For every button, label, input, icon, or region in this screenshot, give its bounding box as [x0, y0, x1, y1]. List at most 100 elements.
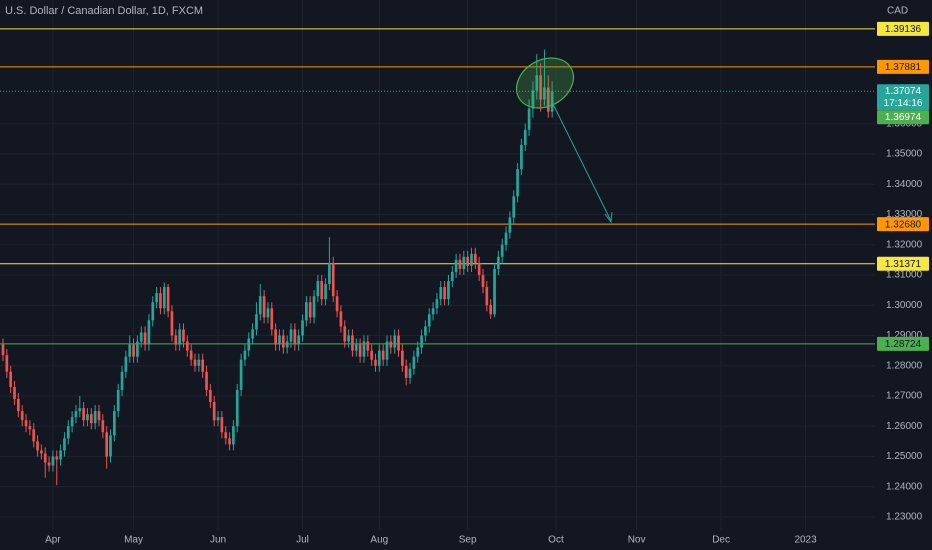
x-tick-label: Jun — [210, 535, 226, 546]
x-tick-label: Oct — [548, 535, 564, 546]
candle-body — [408, 368, 412, 378]
candle-body — [308, 302, 312, 318]
y-tick-label: 1.34000 — [886, 179, 923, 190]
candle-body — [316, 281, 320, 297]
x-tick-label: 2023 — [794, 535, 817, 546]
candle-body — [416, 347, 420, 357]
level-label: 1.39136 — [885, 24, 922, 35]
candle-body — [381, 350, 385, 360]
candle-body — [151, 302, 155, 321]
candle-body — [493, 268, 496, 315]
candle-body — [205, 371, 208, 390]
candle-body — [43, 453, 47, 463]
bid-box — [877, 110, 929, 125]
candle-body — [489, 305, 493, 315]
candle-body — [59, 450, 62, 460]
candle-body — [147, 320, 151, 345]
candle-body — [28, 426, 32, 430]
candle-body — [347, 335, 350, 342]
candle-body — [274, 329, 277, 345]
candle-body — [535, 75, 539, 91]
candle-body — [74, 411, 78, 418]
candle-body — [351, 335, 354, 351]
candle-body — [63, 438, 66, 451]
candle-body — [454, 259, 458, 272]
level-label: 1.28724 — [885, 339, 922, 350]
candle-body — [358, 344, 362, 357]
candle-body — [162, 287, 166, 309]
level-label-box — [877, 59, 929, 74]
candle-body — [343, 326, 347, 342]
y-tick-label: 1.35000 — [886, 149, 923, 160]
candle-body — [36, 441, 39, 451]
candle-body — [155, 293, 158, 303]
candle-body — [235, 389, 239, 427]
candle-body — [270, 308, 274, 330]
candle-body — [412, 356, 416, 369]
candle-body — [116, 389, 120, 412]
candle-body — [220, 417, 224, 433]
candle-body — [193, 359, 197, 366]
grid — [0, 0, 875, 530]
candle-body — [377, 350, 381, 366]
candle-body — [385, 341, 389, 360]
candle-body — [197, 359, 201, 366]
candle-body — [243, 350, 247, 360]
candle-body — [481, 274, 485, 288]
candle-body — [9, 371, 13, 387]
y-tick-label: 1.30000 — [886, 300, 923, 311]
candle-body — [143, 332, 147, 345]
candle-body — [508, 217, 512, 233]
candle-body — [86, 414, 89, 421]
candle-body — [431, 308, 435, 315]
candle-body — [435, 299, 439, 309]
candle-body — [78, 408, 82, 412]
highlight-ellipse — [515, 57, 575, 109]
candle-body — [516, 169, 519, 197]
candle-body — [185, 341, 189, 351]
candle-body — [178, 329, 181, 345]
candle-body — [255, 314, 258, 330]
candle-body — [136, 341, 139, 357]
candle-body — [32, 429, 36, 442]
candle-body — [389, 341, 393, 348]
candle-body — [320, 281, 324, 300]
candle-body — [427, 314, 431, 327]
candle-body — [285, 341, 289, 348]
candle-body — [258, 296, 262, 315]
candle-body — [520, 144, 523, 170]
candle-body — [362, 341, 366, 357]
candle-body — [312, 296, 316, 318]
candle-body — [424, 326, 427, 336]
candle-body — [224, 432, 228, 439]
candle-body — [89, 414, 93, 424]
candle-body — [477, 262, 481, 275]
candle-body — [189, 350, 193, 360]
arrow-head — [604, 211, 613, 224]
candle-body — [523, 129, 527, 145]
candle-body — [251, 329, 254, 339]
candle-body — [293, 329, 297, 345]
candle-body — [93, 411, 97, 424]
candle-body — [420, 335, 423, 348]
candle-body — [450, 271, 454, 282]
y-tick-label: 1.29000 — [886, 330, 923, 341]
candle-body — [473, 253, 477, 263]
candle-body — [531, 90, 535, 109]
candle-body — [166, 287, 170, 312]
candle-body — [174, 335, 178, 345]
level-label-box — [877, 256, 929, 271]
candle-body — [512, 196, 516, 218]
candle-body — [13, 386, 16, 400]
candle-body — [354, 344, 358, 351]
candle-body — [470, 253, 473, 266]
candle-body — [132, 344, 135, 357]
candle-body — [543, 87, 546, 100]
candle-body — [447, 281, 450, 300]
y-tick-label: 1.28000 — [886, 360, 923, 371]
candle-body — [297, 335, 301, 345]
candle-body — [289, 329, 293, 342]
candle-body — [393, 335, 397, 348]
